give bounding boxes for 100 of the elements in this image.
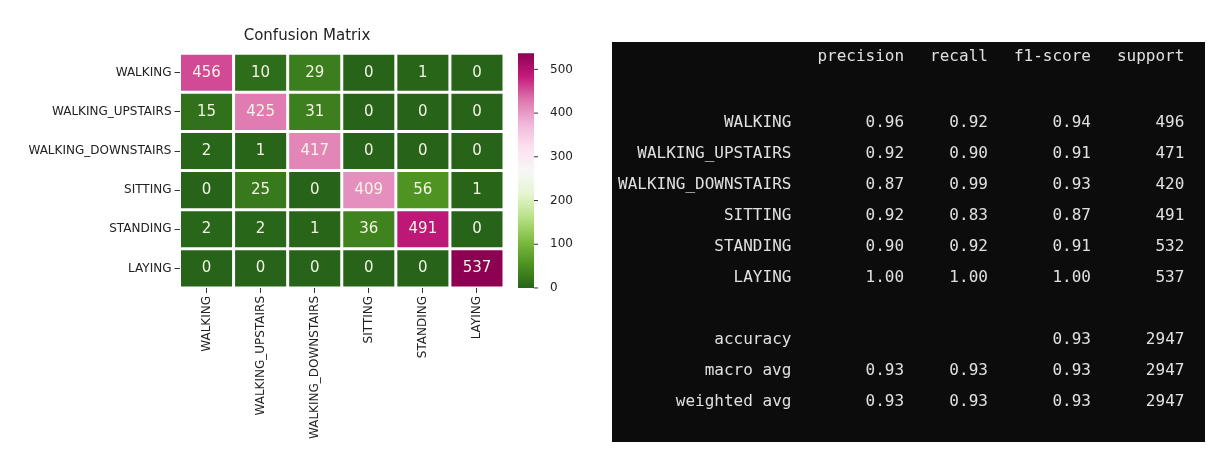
x-tick-label: WALKING_UPSTAIRS [252, 295, 267, 416]
data-label: 29 [305, 62, 325, 81]
data-label: 0 [472, 219, 482, 238]
data-label: 2 [255, 219, 266, 238]
text: 471 [1155, 143, 1185, 162]
text: 0.87 [1052, 205, 1091, 224]
text: 0.92 [865, 143, 905, 162]
text: 2947 [1145, 329, 1185, 348]
data-label: 1 [309, 219, 320, 238]
data-label: 0 [364, 258, 374, 277]
data-label: 0 [472, 101, 482, 120]
text: 0.94 [1052, 112, 1091, 131]
data-label: 1 [255, 140, 266, 159]
category-label: accuracy [714, 329, 792, 348]
data-label: 0 [364, 101, 374, 120]
data-label: 0 [364, 140, 374, 159]
text: 0.93 [949, 391, 988, 410]
text: 0.90 [949, 143, 988, 162]
color-bar-label: 400 [550, 105, 573, 120]
text: 0.93 [1052, 329, 1091, 348]
y-tick-label: WALKING_DOWNSTAIRS [28, 143, 172, 158]
y-tick-label: STANDING [109, 221, 172, 236]
text: 0.91 [1052, 143, 1091, 162]
category-label: WALKING_DOWNSTAIRS [618, 174, 792, 193]
text: 420 [1155, 174, 1185, 193]
text: 2947 [1145, 391, 1185, 410]
category-label: LAYING [733, 267, 792, 286]
x-tick-label: STANDING [415, 295, 429, 359]
data-label: 1 [418, 62, 428, 81]
text: 1.00 [1052, 267, 1091, 286]
data-label: 456 [192, 62, 221, 81]
text: 0.93 [1052, 360, 1091, 379]
color-bar-label: 500 [550, 61, 573, 76]
text: 0.87 [865, 174, 905, 193]
category-label: WALKING_UPSTAIRS [637, 143, 792, 162]
data-label: 1 [472, 180, 482, 199]
text: 0.93 [865, 360, 905, 379]
text: 1.00 [949, 267, 988, 286]
data-label: 2 [201, 140, 212, 159]
text: 0.90 [865, 236, 905, 255]
text: 2947 [1145, 360, 1185, 379]
text: 0.93 [865, 391, 905, 410]
data-label: 2 [201, 219, 212, 238]
text: 1.00 [865, 267, 905, 286]
chart-title: Confusion Matrix [243, 26, 371, 45]
data-label: 409 [354, 180, 384, 199]
x-tick-label: SITTING [360, 295, 375, 344]
data-label: 25 [251, 180, 271, 199]
data-label: 15 [196, 101, 217, 120]
category-label: WALKING [723, 112, 792, 131]
text: 0.91 [1052, 236, 1091, 255]
color-bar-label: 100 [550, 236, 573, 251]
category-label: SITTING [723, 205, 792, 224]
data-label: 537 [462, 258, 492, 277]
text: 0.92 [949, 112, 988, 131]
text: 0.83 [949, 205, 988, 224]
color-bar-label: 300 [550, 148, 573, 163]
data-label: 0 [418, 140, 428, 159]
text: 0.92 [949, 236, 988, 255]
data-label: 10 [251, 62, 271, 81]
data-label: 0 [418, 258, 428, 277]
text: 0.92 [865, 205, 905, 224]
data-label: 31 [305, 101, 325, 120]
text: 0.93 [1052, 391, 1091, 410]
category-label: f1-score [1012, 46, 1091, 67]
data-label: 36 [359, 219, 379, 238]
color-bar-label: 0 [550, 280, 558, 295]
text: 0.99 [949, 174, 988, 193]
data-label: 0 [201, 258, 212, 277]
y-tick-label: LAYING [128, 260, 172, 275]
category-label: STANDING [714, 236, 792, 255]
category-label: macro avg [704, 360, 792, 379]
data-label: 417 [300, 140, 330, 159]
category-label: precision [816, 46, 905, 67]
data-label: 491 [408, 219, 438, 238]
category-label: support [1115, 46, 1185, 67]
category-label: weighted avg [675, 391, 792, 410]
color-bar-label: 200 [550, 192, 573, 207]
text: 0.93 [949, 360, 988, 379]
text: 0.96 [865, 112, 905, 131]
y-tick-label: SITTING [124, 182, 172, 197]
data-label: 0 [472, 62, 482, 81]
y-tick-label: WALKING_UPSTAIRS [51, 104, 172, 119]
data-label: 0 [309, 258, 320, 277]
data-label: 0 [418, 101, 428, 120]
data-label: 0 [255, 258, 266, 277]
data-label: 425 [246, 101, 275, 120]
data-label: 0 [201, 180, 212, 199]
category-label: recall [929, 46, 988, 67]
text: 537 [1155, 267, 1185, 286]
y-tick-label: WALKING [115, 64, 172, 79]
x-tick-label: WALKING_DOWNSTAIRS [306, 295, 321, 440]
x-tick-label: LAYING [469, 295, 484, 340]
text: 532 [1155, 236, 1185, 255]
data-label: 0 [309, 180, 320, 199]
text: 496 [1155, 112, 1185, 131]
text: 0.93 [1052, 174, 1091, 193]
data-label: 0 [364, 62, 374, 81]
data-label: 0 [472, 140, 482, 159]
text: 491 [1155, 205, 1185, 224]
